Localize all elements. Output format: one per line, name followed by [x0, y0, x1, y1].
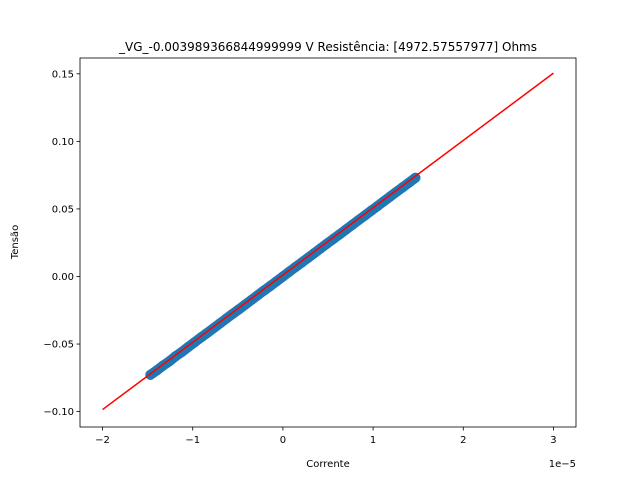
fit-line [102, 72, 554, 411]
y-tick-label: −0.10 [43, 407, 74, 418]
x-tick-label: 3 [550, 435, 556, 446]
y-tick-label: 0.10 [52, 137, 74, 148]
scatter-point [410, 172, 421, 183]
x-tick-label: 2 [460, 435, 466, 446]
y-axis: −0.10 −0.05 0.00 0.05 0.10 0.15 [43, 69, 80, 418]
x-tick-label: −2 [95, 435, 110, 446]
y-tick-label: 0.05 [52, 204, 74, 215]
axes-frame [79, 57, 577, 428]
x-axis: −2 −1 0 1 2 3 [95, 427, 557, 446]
x-tick-label: 1 [370, 435, 376, 446]
y-tick-label: −0.05 [43, 340, 74, 351]
plot-area [102, 72, 554, 411]
chart-title: _VG_-0.003989366844999999 V Resistência:… [118, 40, 537, 54]
x-tick-label: 0 [280, 435, 286, 446]
x-axis-label: Corrente [306, 459, 350, 470]
x-offset-label: 1e−5 [549, 459, 576, 470]
y-tick-label: 0.15 [52, 69, 74, 80]
y-axis-label: Tensão [10, 225, 21, 260]
y-tick-label: 0.00 [52, 272, 74, 283]
x-tick-label: −1 [185, 435, 200, 446]
